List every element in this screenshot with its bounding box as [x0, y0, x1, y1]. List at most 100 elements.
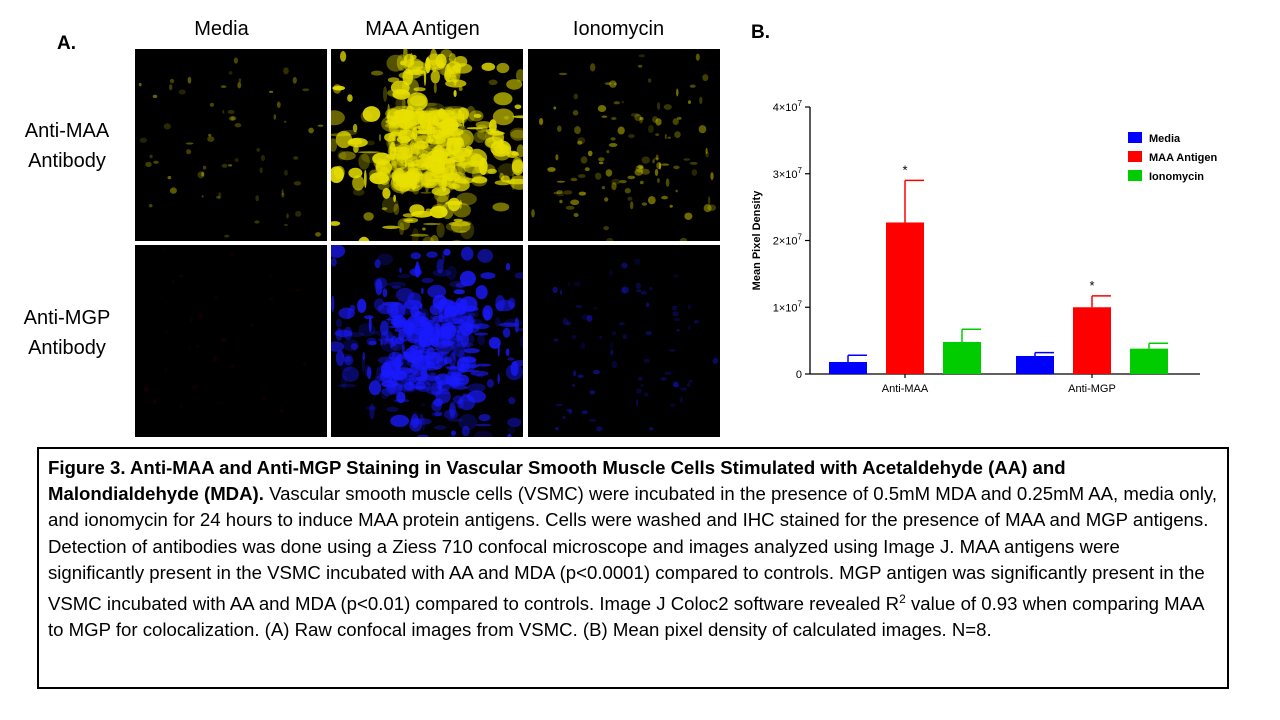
stain-speck: [295, 210, 302, 217]
stain-speck: [394, 377, 413, 381]
stain-speck: [578, 191, 587, 196]
stain-speck: [341, 375, 347, 389]
stain-speck: [566, 408, 573, 412]
stain-speck: [186, 142, 194, 145]
stain-speck: [593, 307, 598, 310]
stain-speck: [424, 328, 430, 340]
stain-speck: [506, 178, 523, 185]
stain-speck: [570, 177, 578, 182]
stain-speck: [234, 123, 242, 128]
stain-speck: [694, 320, 699, 324]
stain-speck: [421, 403, 426, 406]
stain-speck: [511, 157, 523, 174]
stain-speck: [409, 362, 425, 376]
stain-speck: [405, 155, 414, 171]
stain-speck: [139, 137, 147, 143]
stain-speck: [587, 150, 593, 157]
stain-speck: [207, 136, 215, 142]
stain-speck: [459, 124, 466, 130]
stain-speck: [400, 158, 404, 176]
stain-speck: [410, 233, 429, 237]
stain-speck: [421, 287, 424, 294]
stain-speck: [161, 248, 166, 254]
stain-speck: [442, 167, 447, 178]
stain-speck: [352, 123, 358, 133]
stain-speck: [611, 182, 617, 191]
stain-speck: [676, 88, 679, 97]
stain-speck: [448, 53, 456, 64]
stain-speck: [197, 171, 205, 179]
stain-speck: [553, 338, 559, 342]
stain-speck: [443, 409, 459, 420]
stain-speck: [684, 212, 693, 220]
stain-speck: [426, 386, 443, 395]
stain-speck: [158, 294, 163, 298]
stain-speck: [418, 115, 433, 134]
stain-speck: [381, 394, 389, 399]
stain-speck: [343, 326, 353, 340]
stain-speck: [261, 396, 267, 400]
stain-speck: [426, 346, 435, 361]
micrograph-background: [135, 49, 327, 241]
stain-speck: [405, 69, 426, 75]
row-header-anti-mgp: Anti-MGP Antibody: [12, 303, 122, 363]
stain-speck: [463, 348, 480, 354]
y-tick-label: 1×107: [773, 299, 803, 314]
stain-speck: [269, 90, 274, 93]
stain-speck: [665, 178, 670, 187]
stain-speck: [689, 162, 698, 165]
row-header-anti-maa-line2: Antibody: [28, 150, 106, 172]
stain-speck: [397, 274, 411, 279]
stain-speck: [389, 142, 397, 161]
stain-speck: [386, 384, 392, 387]
stain-speck: [427, 138, 434, 143]
stain-speck: [638, 376, 643, 381]
stain-speck: [393, 203, 400, 215]
y-tick-label: 2×107: [773, 233, 803, 248]
stain-speck: [228, 116, 235, 121]
stain-speck: [435, 340, 454, 354]
stain-speck: [374, 259, 381, 269]
stain-speck: [695, 53, 700, 61]
stain-speck: [446, 265, 457, 280]
stain-speck: [352, 175, 365, 191]
stain-speck: [198, 313, 203, 320]
stain-speck: [424, 363, 428, 378]
stain-speck: [643, 392, 649, 397]
stain-speck: [418, 331, 429, 348]
stain-speck: [450, 167, 454, 179]
stain-speck: [167, 176, 172, 180]
stain-speck: [420, 172, 437, 187]
stain-speck: [674, 131, 681, 138]
stain-speck: [482, 305, 493, 321]
stain-speck: [373, 277, 388, 289]
stain-speck: [224, 234, 230, 238]
stain-speck: [475, 121, 493, 129]
stain-speck: [645, 331, 652, 336]
stain-speck: [669, 403, 676, 407]
stain-speck: [404, 327, 423, 344]
stain-speck: [433, 398, 443, 407]
stain-speck: [687, 303, 691, 310]
stain-speck: [399, 267, 402, 273]
stain-speck: [363, 169, 367, 188]
stain-speck: [648, 427, 654, 431]
stain-speck: [249, 323, 255, 327]
stain-speck: [201, 171, 205, 177]
stain-speck: [416, 130, 430, 140]
stain-speck: [673, 317, 681, 322]
significance-mark: *: [1089, 278, 1094, 293]
stain-speck: [443, 248, 451, 256]
stain-speck: [358, 153, 370, 170]
legend-label: MAA Antigen: [1149, 152, 1218, 164]
stain-speck: [498, 163, 517, 177]
stain-speck: [403, 382, 416, 391]
stain-speck: [163, 123, 171, 130]
stain-speck: [378, 133, 382, 142]
stain-speck: [497, 373, 500, 385]
stain-speck: [655, 118, 662, 126]
stain-speck: [657, 102, 661, 111]
stain-speck: [212, 356, 219, 362]
stain-speck: [597, 336, 603, 339]
stain-speck: [418, 129, 437, 135]
